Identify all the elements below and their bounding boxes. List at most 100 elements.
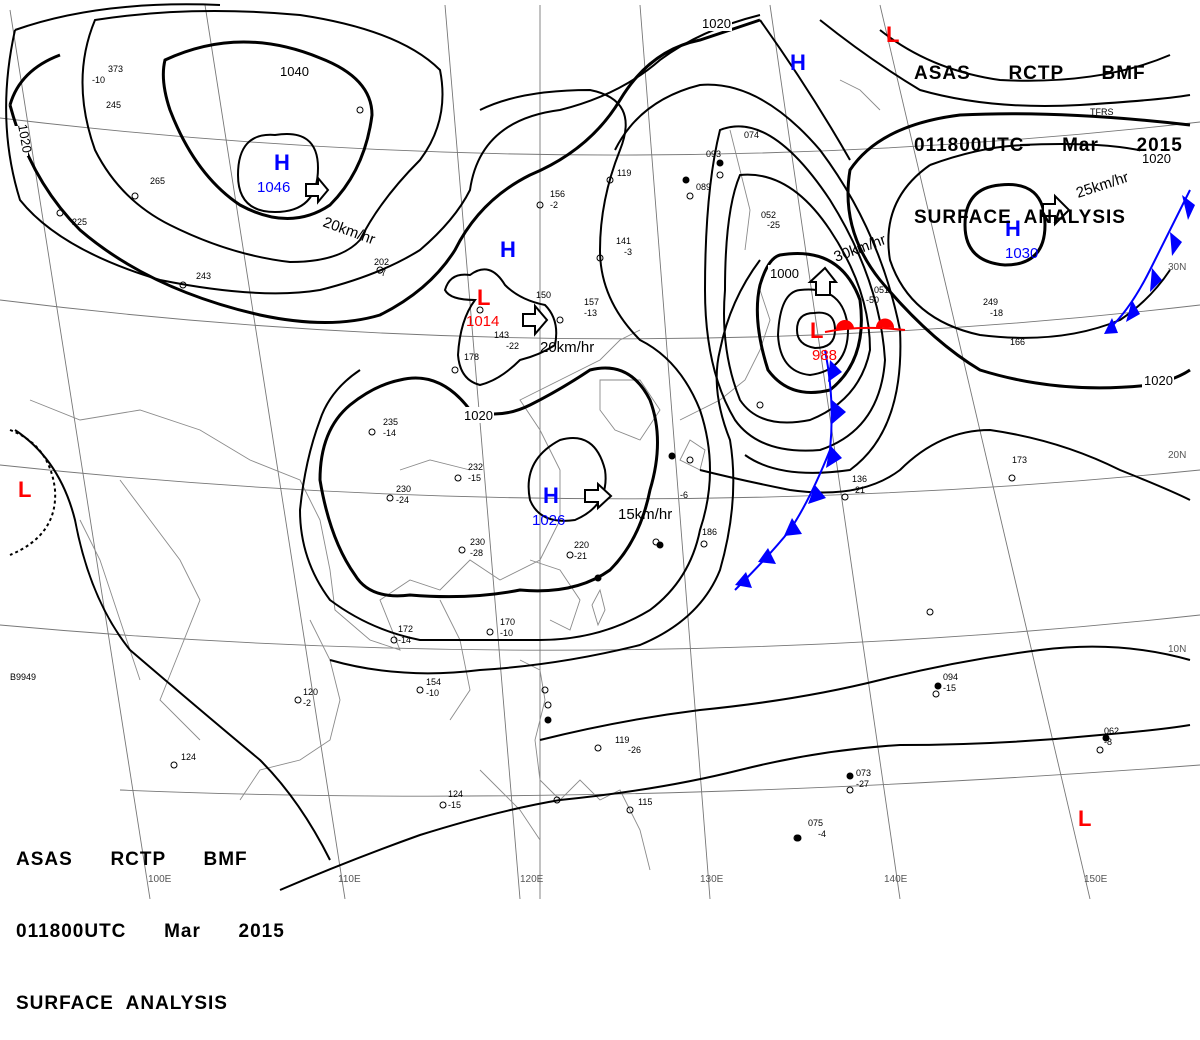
station-marker xyxy=(596,254,604,262)
longitude-label: 100E xyxy=(148,874,172,885)
station-dots xyxy=(544,159,1110,842)
station-marker xyxy=(932,690,940,698)
low-pressure-value: 1014 xyxy=(466,313,499,330)
isobar xyxy=(318,366,659,599)
station-marker xyxy=(476,306,484,314)
isobar xyxy=(443,268,558,387)
station-markers xyxy=(56,106,1104,842)
station-label: 124 xyxy=(181,752,196,762)
longitude-label: 130E xyxy=(700,874,724,885)
station-label: 157 xyxy=(584,297,599,307)
station-label: -25 xyxy=(767,220,780,230)
station-marker xyxy=(386,494,394,502)
station-marker xyxy=(926,608,934,616)
station-marker xyxy=(594,744,602,752)
station-marker xyxy=(368,428,376,436)
isobar xyxy=(81,10,444,264)
station-label: 051 xyxy=(874,285,889,295)
station-label: 073 xyxy=(856,768,871,778)
cold-front-triangle xyxy=(784,518,802,536)
station-label: 173 xyxy=(1012,455,1027,465)
low-pressure-symbol: L xyxy=(810,318,823,343)
cold-front-triangle xyxy=(826,445,842,468)
high-pressure-value: 1046 xyxy=(257,179,290,196)
station-label: -13 xyxy=(584,308,597,318)
isobar xyxy=(298,88,711,642)
cold-front-triangle xyxy=(1170,232,1182,256)
station-label: -3 xyxy=(624,247,632,257)
station-label: 373 xyxy=(108,64,123,74)
motion-arrow xyxy=(1042,193,1071,227)
station-label: B9949 xyxy=(10,672,36,682)
latitude-label: 20N xyxy=(1168,450,1186,461)
station-marker xyxy=(626,806,634,814)
station-marker xyxy=(356,106,364,114)
warm-front xyxy=(824,318,906,333)
station-label: 115 xyxy=(638,797,652,807)
isobar xyxy=(699,428,1191,501)
header-line2: 011800UTC Mar 2015 xyxy=(16,921,285,942)
station-label: -15 xyxy=(468,473,481,483)
station-label: 172 xyxy=(398,624,413,634)
station-label: 230 xyxy=(396,484,411,494)
station-label: -26 xyxy=(628,745,641,755)
cold-front-triangle xyxy=(1150,268,1162,292)
longitude-label: 140E xyxy=(884,874,908,885)
isobar-label: 1020 xyxy=(1142,151,1171,166)
low-pressure-symbol: L xyxy=(886,22,899,47)
station-marker xyxy=(1008,474,1016,482)
isobar-label: 1000 xyxy=(770,266,799,281)
movement-arrows xyxy=(305,175,1071,511)
isobar xyxy=(759,19,1191,161)
station-marker xyxy=(439,801,447,809)
high-pressure-symbol: H xyxy=(543,483,559,508)
station-marker xyxy=(553,796,561,804)
low-pressure-symbol: L xyxy=(477,285,490,310)
station-label: 170 xyxy=(500,617,515,627)
station-label: 243 xyxy=(196,271,211,281)
motion-label: 20km/hr xyxy=(321,214,378,249)
station-label: -50 xyxy=(866,295,879,305)
station-label: TFRS xyxy=(1090,107,1114,117)
isobars xyxy=(5,3,1191,891)
cold-front-triangle xyxy=(735,572,752,588)
station-marker xyxy=(56,209,64,217)
longitude-label: 150E xyxy=(1084,874,1108,885)
station-marker xyxy=(841,493,849,501)
high-pressure-symbol: H xyxy=(274,150,290,175)
isobar xyxy=(329,259,761,675)
coastlines xyxy=(29,79,881,871)
isobar xyxy=(539,645,1191,741)
cold-front-triangle xyxy=(808,485,826,504)
low-pressure-symbol: L xyxy=(18,477,31,502)
station-label: -15 xyxy=(943,683,956,693)
station-label: 093 xyxy=(706,149,721,159)
station-label: 062 xyxy=(1104,726,1119,736)
isobar-label: 1020 xyxy=(464,408,493,423)
warm-front-bump xyxy=(835,319,854,330)
latitude-label: 10N xyxy=(1168,644,1186,655)
station-label: 249 xyxy=(983,297,998,307)
motion-arrow xyxy=(305,175,330,205)
warm-front-bump xyxy=(876,318,895,328)
station-label: 119 xyxy=(617,168,631,178)
station-marker xyxy=(606,176,614,184)
longitude-label: 120E xyxy=(520,874,544,885)
station-marker xyxy=(416,686,424,694)
motion-arrow xyxy=(807,266,839,296)
station-label: 150 xyxy=(536,290,551,300)
isobar-label: 1020 xyxy=(1144,373,1173,388)
station-marker xyxy=(131,192,139,200)
cold-front-triangle xyxy=(1126,300,1140,322)
station-label: -14 xyxy=(383,428,396,438)
longitude-label: 110E xyxy=(338,874,361,885)
high-pressure-symbol: H xyxy=(500,237,516,262)
station-label: 136 xyxy=(852,474,867,484)
station-marker xyxy=(454,474,462,482)
station-label: -10 xyxy=(500,628,513,638)
isobar xyxy=(161,40,374,220)
station-marker xyxy=(700,540,708,548)
map-header-bottom: ASAS RCTP BMF 011800UTC Mar 2015 SURFACE… xyxy=(16,800,285,1040)
station-marker xyxy=(541,686,549,694)
station-label: 143 xyxy=(494,330,509,340)
